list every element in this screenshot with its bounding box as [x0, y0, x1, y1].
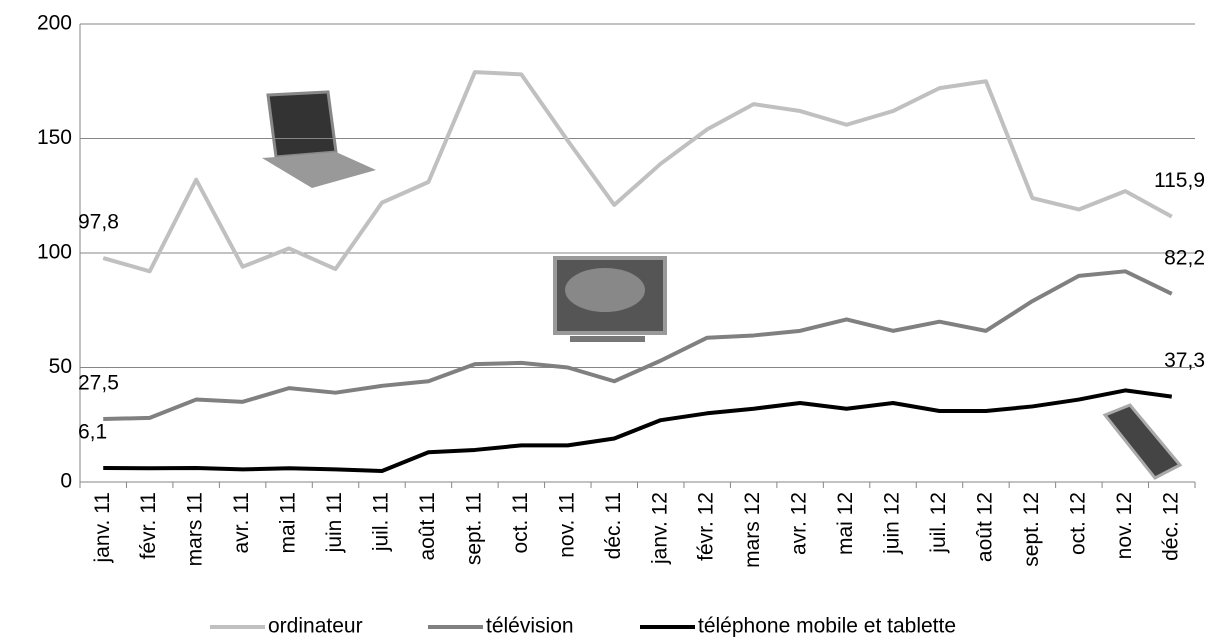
data-label: 115,9: [1154, 169, 1205, 192]
x-tick-label: déc. 12: [1159, 492, 1182, 561]
x-tick-label: févr. 11: [137, 492, 160, 559]
y-tick-label: 200: [37, 12, 72, 35]
data-label: 82,2: [1164, 246, 1205, 269]
x-tick-label: oct. 12: [1066, 492, 1089, 555]
y-tick-label: 100: [37, 241, 72, 264]
x-tick-label: mars 11: [184, 492, 207, 566]
y-tick-label: 50: [49, 355, 72, 378]
x-tick-label: juil. 12: [927, 492, 950, 554]
x-tick-label: août 11: [416, 492, 439, 561]
x-tick-label: juin 11: [323, 492, 346, 553]
tv-icon: [555, 258, 665, 342]
chart: 0 50 100 150 200 janv. 11 févr. 11 mars 11 avr. …: [0, 0, 1208, 640]
x-tick-label: mai 12: [834, 492, 857, 555]
x-tick-label: janv. 12: [648, 492, 671, 565]
x-tick-label: nov. 12: [1113, 492, 1136, 559]
x-tick-label: mars 12: [741, 492, 764, 568]
y-tick-label: 0: [60, 470, 72, 493]
x-tick-label: nov. 11: [555, 492, 578, 558]
x-tick-label: déc. 11: [602, 492, 625, 559]
x-tick-label: oct. 11: [509, 492, 532, 553]
phone-icon: [1105, 405, 1180, 478]
data-label: 6,1: [78, 421, 107, 444]
x-tick-label: janv. 11: [91, 492, 114, 563]
legend-label: télévision: [486, 615, 574, 638]
data-label: 27,5: [78, 372, 119, 395]
x-tick-label: avr. 12: [788, 492, 811, 555]
x-tick-label: juin 12: [881, 492, 904, 555]
series-line: [103, 72, 1172, 271]
legend-label: téléphone mobile et tablette: [698, 615, 956, 638]
x-tick-label: sept. 11: [462, 492, 485, 565]
laptop-icon: [262, 92, 376, 188]
x-tick-label: mai 11: [277, 492, 300, 553]
y-tick-label: 150: [37, 126, 72, 149]
x-tick-label: févr. 12: [695, 492, 718, 561]
x-tick-label: juil. 11: [370, 492, 393, 552]
x-tick-label: août 12: [973, 492, 996, 562]
x-tick-label: avr. 11: [230, 492, 253, 553]
data-label: 97,8: [78, 211, 119, 234]
legend-label: ordinateur: [268, 615, 363, 638]
series-line: [103, 390, 1172, 471]
x-tick-label: sept. 12: [1020, 492, 1043, 567]
data-label: 37,3: [1164, 349, 1205, 372]
